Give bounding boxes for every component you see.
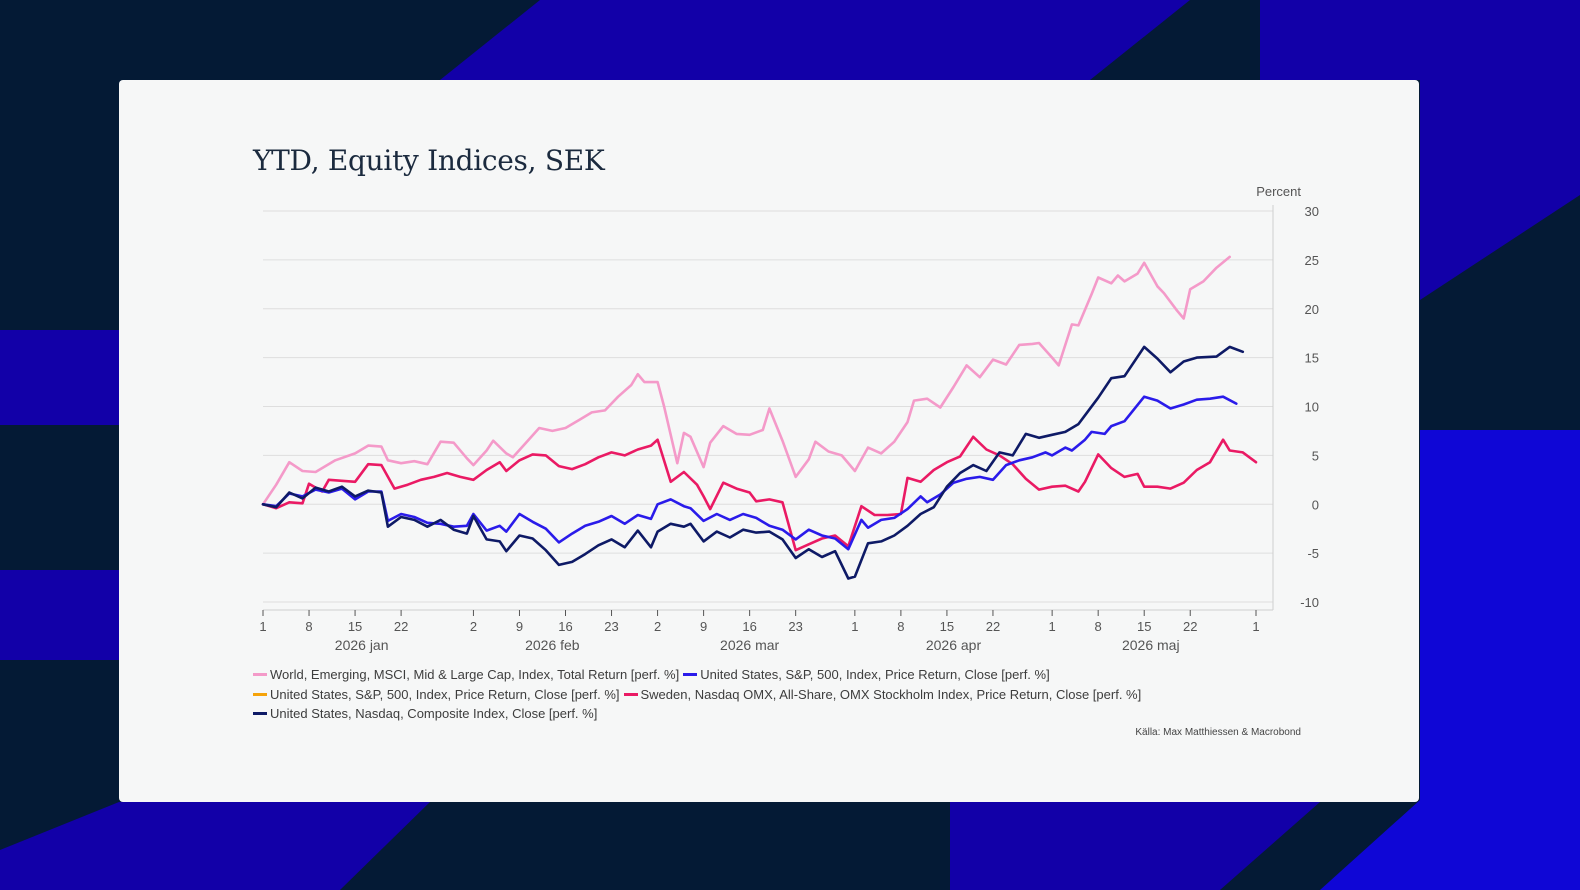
series-line-5	[261, 345, 1245, 580]
legend-item: Sweden, Nasdaq OMX, All-Share, OMX Stock…	[623, 685, 1142, 705]
x-month-label: 2026 apr	[926, 637, 982, 653]
x-month-label: 2026 jan	[335, 637, 389, 653]
y-tick-label: 20	[1305, 302, 1319, 317]
legend-label: United States, Nasdaq, Composite Index, …	[270, 706, 598, 721]
x-tick-label: 2	[470, 619, 477, 634]
x-tick-label: 1	[259, 619, 266, 634]
x-tick-label: 8	[1095, 619, 1102, 634]
legend-item: United States, S&P, 500, Index, Price Re…	[253, 685, 620, 705]
y-tick-label: -5	[1307, 546, 1319, 561]
x-tick-label: 2	[654, 619, 661, 634]
x-tick-label: 22	[986, 619, 1000, 634]
chart-card: YTD, Equity Indices, SEK Percent 30 25 20 1…	[119, 80, 1419, 802]
x-tick-label: 16	[742, 619, 756, 634]
series-lines	[261, 255, 1258, 580]
y-tick-label: -10	[1300, 595, 1319, 610]
chart-title: YTD, Equity Indices, SEK	[253, 144, 605, 177]
x-month-label: 2026 maj	[1122, 637, 1180, 653]
y-tick-label: 30	[1305, 204, 1319, 219]
y-tick-label: 0	[1312, 497, 1319, 512]
legend-swatch	[253, 692, 267, 696]
x-tick-label: 9	[516, 619, 523, 634]
x-month-label: 2026 feb	[525, 637, 580, 653]
y-tick-label: 25	[1305, 253, 1319, 268]
series-line-4	[261, 435, 1258, 552]
legend-item: World, Emerging, MSCI, Mid & Large Cap, …	[253, 665, 679, 685]
x-month-label: 2026 mar	[720, 637, 779, 653]
y-tick-label: 10	[1305, 400, 1319, 415]
source-note: Källa: Max Matthiessen & Macrobond	[1135, 727, 1301, 738]
x-tick-label: 22	[394, 619, 408, 634]
y-axis-unit-label: Percent	[1256, 184, 1301, 199]
legend-swatch	[253, 673, 267, 677]
x-tick-label: 16	[558, 619, 572, 634]
y-tick-label: 5	[1312, 448, 1319, 463]
x-tick-label: 8	[305, 619, 312, 634]
legend-label: Sweden, Nasdaq OMX, All-Share, OMX Stock…	[640, 686, 1142, 702]
x-tick-label: 22	[1183, 619, 1197, 634]
legend-item: United States, S&P, 500, Index, Price Re…	[683, 665, 1050, 685]
gridlines	[263, 210, 1273, 603]
legend-swatch	[623, 692, 638, 696]
legend-label: United States, S&P, 500, Index, Price Re…	[270, 686, 620, 702]
legend-item: United States, Nasdaq, Composite Index, …	[253, 704, 597, 724]
x-tick-label: 15	[940, 619, 954, 634]
x-tick-label: 1	[1049, 619, 1056, 634]
x-tick-label: 1	[1252, 619, 1259, 634]
x-tick-label: 8	[897, 619, 904, 634]
x-tick-label: 9	[700, 619, 707, 634]
chart-legend: World, Emerging, MSCI, Mid & Large Cap, …	[253, 665, 1303, 724]
series-line-1	[261, 255, 1231, 506]
x-tick-label: 23	[788, 619, 802, 634]
series-line-2	[261, 395, 1238, 551]
x-tick-label: 23	[604, 619, 618, 634]
x-tick-label: 15	[348, 619, 362, 634]
legend-label: United States, S&P, 500, Index, Price Re…	[700, 667, 1050, 682]
legend-swatch	[683, 673, 698, 677]
y-tick-label: 15	[1305, 351, 1319, 366]
x-tick-label: 15	[1137, 619, 1151, 634]
legend-label: World, Emerging, MSCI, Mid & Large Cap, …	[270, 667, 680, 682]
legend-swatch	[253, 712, 267, 716]
x-tick-label: 1	[851, 619, 858, 634]
